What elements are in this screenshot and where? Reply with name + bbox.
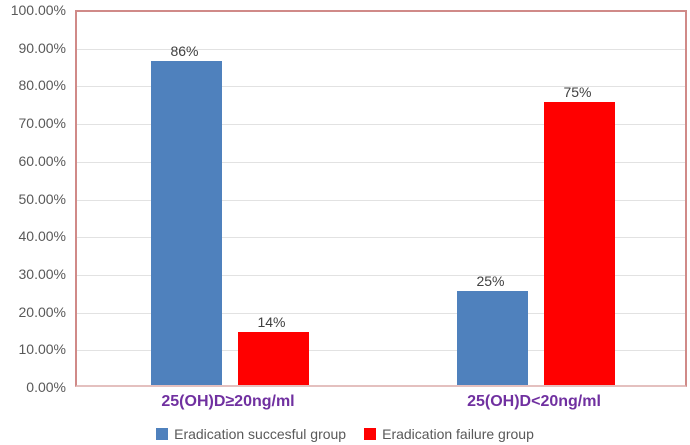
gridline [77,86,685,88]
x-axis-category-label: 25(OH)D≥20ng/ml [161,393,295,410]
y-axis-tick-label: 0.00% [26,379,66,395]
legend-label: Eradication succesful group [174,426,347,442]
bar-series-1-category-1 [544,102,615,385]
gridline [77,237,685,239]
y-axis-tick-label: 20.00% [18,303,66,320]
legend-item: Eradication succesful group [156,426,346,442]
gridline [77,161,685,163]
bar-data-label: 86% [170,42,199,59]
y-axis-tick-label: 30.00% [18,265,66,282]
bar-data-label: 25% [476,272,505,289]
gridline [77,48,685,50]
gridline [77,312,685,314]
bar-data-label: 14% [257,314,286,331]
x-axis-category-label: 25(OH)D<20ng/ml [467,393,601,410]
y-axis-tick-label: 50.00% [18,190,66,207]
y-axis-tick-label: 90.00% [18,39,66,56]
plot-area [75,10,687,387]
bar-series-0-category-1 [457,290,528,385]
y-axis-tick-label: 100.00% [10,2,66,18]
legend-label: Eradication failure group [382,426,534,442]
chart-legend: Eradication succesful group Eradication f… [0,426,690,442]
legend-item: Eradication failure group [364,426,534,442]
y-axis-tick-label: 60.00% [18,152,66,169]
y-axis-tick-label: 10.00% [18,341,66,358]
legend-swatch-icon [364,428,377,440]
y-axis-tick-label: 40.00% [18,228,66,245]
gridline [77,350,685,352]
y-axis-tick-label: 80.00% [18,77,66,94]
gridline [77,124,685,126]
gridline [77,274,685,276]
bar-series-0-category-0 [151,60,222,385]
bar-data-label: 75% [563,84,592,101]
gridline [77,199,685,201]
legend-swatch-icon [156,428,169,440]
bar-series-1-category-0 [238,332,309,385]
y-axis-tick-label: 70.00% [18,115,66,132]
